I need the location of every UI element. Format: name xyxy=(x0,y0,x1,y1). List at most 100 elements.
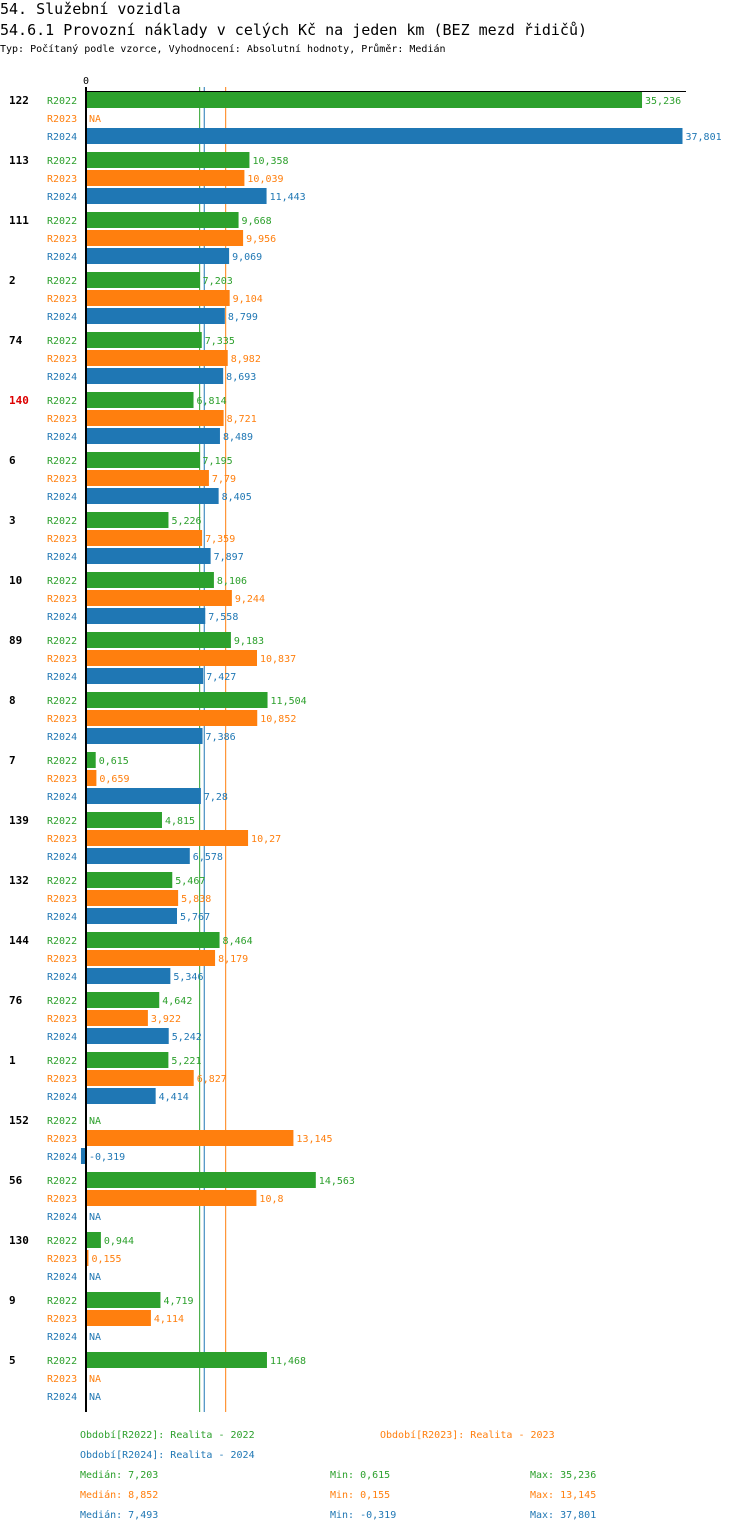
na-label: NA xyxy=(89,1374,101,1385)
series-label: R2024 xyxy=(47,252,77,263)
bar xyxy=(86,632,231,648)
bar xyxy=(86,608,206,624)
series-label: R2022 xyxy=(47,456,77,467)
bar xyxy=(86,350,228,366)
series-label: R2024 xyxy=(47,372,77,383)
axis-zero-label: 0 xyxy=(83,76,89,87)
series-label: R2024 xyxy=(47,672,77,683)
series-label: R2022 xyxy=(47,1056,77,1067)
series-label: R2024 xyxy=(47,1032,77,1043)
series-label: R2024 xyxy=(47,612,77,623)
series-label: R2022 xyxy=(47,1296,77,1307)
series-label: R2023 xyxy=(47,1314,77,1325)
data-label: 5,346 xyxy=(173,972,203,983)
series-label: R2024 xyxy=(47,432,77,443)
series-label: R2023 xyxy=(47,1374,77,1385)
data-label: 7,79 xyxy=(212,474,236,485)
stat-max: Max: 35,236 xyxy=(530,1470,596,1481)
group-label: 74 xyxy=(9,334,23,347)
bar xyxy=(86,752,96,768)
bar xyxy=(86,188,267,204)
bar xyxy=(86,1310,151,1326)
bar xyxy=(86,1172,316,1188)
series-label: R2022 xyxy=(47,876,77,887)
data-label: 8,405 xyxy=(222,492,252,503)
bar xyxy=(86,230,244,246)
data-label: 35,236 xyxy=(645,96,681,107)
bar xyxy=(86,368,224,384)
data-label: 8,721 xyxy=(227,414,257,425)
data-label: 8,982 xyxy=(231,354,261,365)
group-label: 6 xyxy=(9,454,16,467)
stat-max: Max: 13,145 xyxy=(530,1490,596,1501)
bar xyxy=(86,890,179,906)
stat-max: Max: 37,801 xyxy=(530,1510,596,1521)
bar xyxy=(86,572,214,588)
data-label: 37,801 xyxy=(685,132,721,143)
data-label: 7,203 xyxy=(203,276,233,287)
bar xyxy=(86,1130,294,1146)
stat-median: Medián: 7,493 xyxy=(80,1509,158,1521)
data-label: 5,767 xyxy=(180,912,210,923)
series-label: R2024 xyxy=(47,492,77,503)
data-label: 10,8 xyxy=(259,1194,283,1205)
data-label: 8,799 xyxy=(228,312,258,323)
bar xyxy=(86,1232,101,1248)
chart-meta: Typ: Počítaný podle vzorce, Vyhodnocení:… xyxy=(0,44,446,55)
series-label: R2024 xyxy=(47,552,77,563)
bar xyxy=(86,332,202,348)
bar xyxy=(86,668,204,684)
bar xyxy=(86,650,258,666)
bar xyxy=(86,830,249,846)
data-label: 11,504 xyxy=(271,696,307,707)
stat-min: Min: 0,155 xyxy=(330,1490,390,1501)
data-label: 14,563 xyxy=(319,1176,355,1187)
data-label: 9,183 xyxy=(234,636,264,647)
series-label: R2024 xyxy=(47,1392,77,1403)
bar xyxy=(86,1088,156,1104)
stat-min: Min: -0,319 xyxy=(330,1510,396,1521)
series-label: R2024 xyxy=(47,312,77,323)
na-label: NA xyxy=(89,1392,101,1403)
data-label: 7,335 xyxy=(205,336,235,347)
group-label: 1 xyxy=(9,1054,16,1067)
data-label: 8,693 xyxy=(226,372,256,383)
series-label: R2022 xyxy=(47,1236,77,1247)
stat-min: Min: 0,615 xyxy=(330,1470,390,1481)
data-label: 10,27 xyxy=(251,834,281,845)
bar xyxy=(86,548,211,564)
data-label: 7,28 xyxy=(204,792,228,803)
group-label: 140 xyxy=(9,394,29,407)
bar xyxy=(86,212,239,228)
data-label: 9,668 xyxy=(242,216,272,227)
legend-entry: Období[R2023]: Realita - 2023 xyxy=(380,1429,555,1441)
group-label: 3 xyxy=(9,514,16,527)
bar xyxy=(80,1148,86,1164)
data-label: 4,114 xyxy=(154,1314,184,1325)
series-label: R2024 xyxy=(47,1332,77,1343)
chart-title: 54.6.1 Provozní náklady v celých Kč na j… xyxy=(0,21,587,39)
data-label: 4,414 xyxy=(159,1092,189,1103)
series-label: R2022 xyxy=(47,816,77,827)
page-title: 54. Služební vozidla xyxy=(0,0,181,18)
bar xyxy=(86,1190,257,1206)
data-label: 5,467 xyxy=(175,876,205,887)
bar xyxy=(86,290,230,306)
group-label: 9 xyxy=(9,1294,16,1307)
bar xyxy=(86,410,224,426)
data-label: 7,195 xyxy=(203,456,233,467)
data-label: 5,226 xyxy=(171,516,201,527)
data-label: 13,145 xyxy=(296,1134,332,1145)
bar xyxy=(86,452,200,468)
series-label: R2024 xyxy=(47,792,77,803)
bar xyxy=(86,932,220,948)
bar xyxy=(86,470,209,486)
bar xyxy=(86,152,250,168)
na-label: NA xyxy=(89,1116,101,1127)
series-label: R2024 xyxy=(47,912,77,923)
bar xyxy=(86,710,258,726)
group-label: 111 xyxy=(9,214,29,227)
series-label: R2022 xyxy=(47,1356,77,1367)
legend-entry: Období[R2022]: Realita - 2022 xyxy=(80,1429,255,1441)
